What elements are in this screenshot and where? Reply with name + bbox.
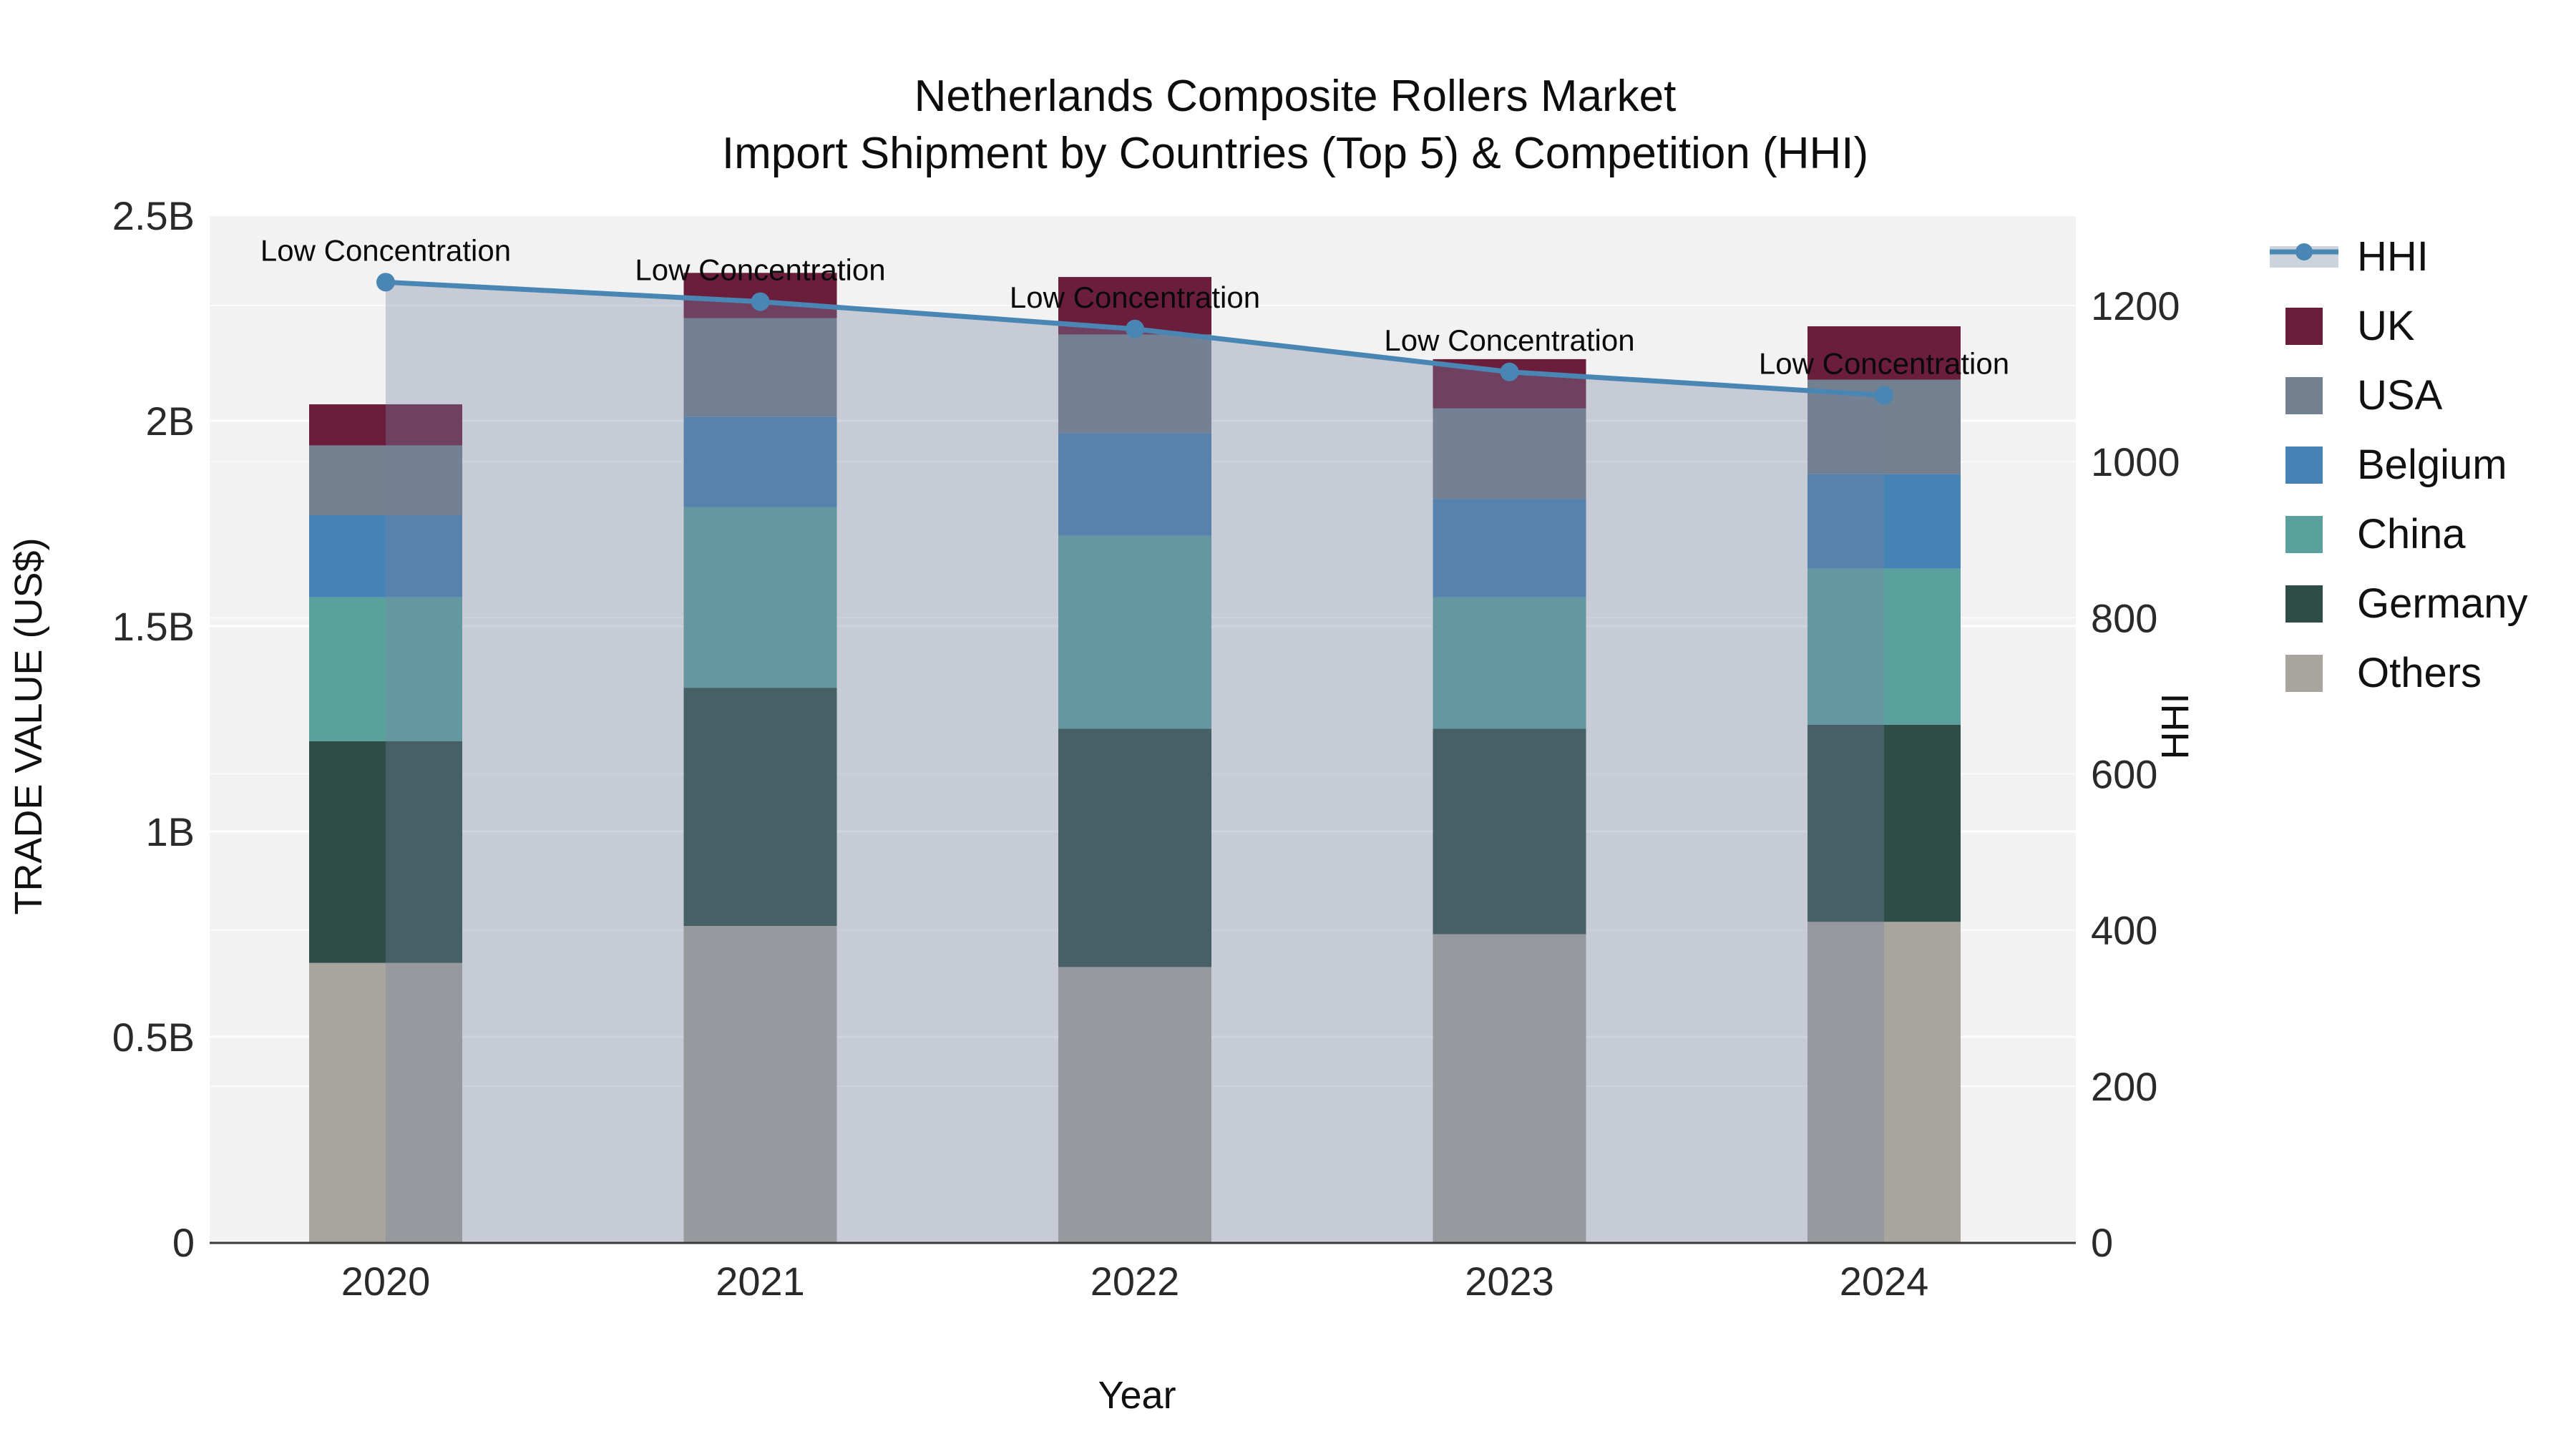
y-left-tick-0.5B: 0.5B (112, 1015, 195, 1060)
y-left-tick-1.5B: 1.5B (112, 604, 195, 649)
annotation-low-concentration-2020: Low Concentration (260, 233, 511, 267)
y-left-tick-0: 0 (172, 1220, 195, 1265)
bar-segment-usa-2020[interactable] (309, 445, 462, 516)
y-left-tick-1B: 1B (146, 809, 195, 854)
legend-label-others: Others (2357, 650, 2482, 696)
hhi-marker-2024[interactable] (1875, 386, 1893, 405)
annotation-low-concentration-2024: Low Concentration (1759, 346, 2009, 380)
x-tick-2021: 2021 (716, 1259, 805, 1304)
bar-segment-belgium-2022[interactable] (1058, 433, 1211, 536)
bar-segment-usa-2021[interactable] (683, 318, 837, 417)
bar-segment-usa-2022[interactable] (1058, 334, 1211, 434)
legend-label-belgium: Belgium (2357, 441, 2507, 488)
hhi-marker-2022[interactable] (1126, 319, 1144, 338)
usa-color-swatch-icon (2285, 376, 2323, 414)
y-left-axis-title: TRADE VALUE (US$) (7, 537, 50, 914)
bar-segment-belgium-2023[interactable] (1433, 499, 1586, 597)
bar-segment-others-2022[interactable] (1058, 967, 1211, 1242)
legend-item-germany[interactable]: Germany (2267, 569, 2528, 638)
legend-item-uk[interactable]: UK (2267, 291, 2528, 361)
china-color-swatch-icon (2285, 515, 2323, 553)
bar-segment-others-2020[interactable] (309, 962, 462, 1242)
x-tick-2024: 2024 (1840, 1259, 1929, 1304)
bar-segment-usa-2023[interactable] (1433, 408, 1586, 499)
bar-segment-others-2024[interactable] (1807, 922, 1961, 1242)
hhi-area-fill (386, 282, 1884, 1242)
bar-segment-china-2020[interactable] (309, 597, 462, 741)
bar-segment-others-2021[interactable] (683, 926, 837, 1242)
chart-title: Netherlands Composite Rollers Market Imp… (0, 68, 2576, 182)
annotation-low-concentration-2022: Low Concentration (1010, 280, 1260, 314)
germany-color-swatch-icon (2285, 585, 2323, 623)
y-left-tick-2B: 2B (146, 399, 195, 444)
belgium-color-swatch-icon (2285, 446, 2323, 484)
hhi-marker-2020[interactable] (376, 273, 395, 292)
chart-title-line1: Netherlands Composite Rollers Market (914, 72, 1677, 121)
y-right-tick-400: 400 (2091, 908, 2157, 953)
y-right-tick-0: 0 (2091, 1220, 2113, 1265)
hhi-marker-2021[interactable] (751, 292, 770, 311)
y-right-tick-800: 800 (2091, 595, 2157, 640)
hhi-marker-2023[interactable] (1500, 362, 1519, 381)
x-tick-2023: 2023 (1465, 1259, 1554, 1304)
legend-item-others[interactable]: Others (2267, 638, 2528, 708)
hhi-line-swatch-icon (2267, 240, 2347, 273)
bar-segment-germany-2024[interactable] (1807, 724, 1961, 922)
legend-item-hhi[interactable]: HHI (2267, 222, 2528, 291)
legend-item-usa[interactable]: USA (2267, 361, 2528, 430)
others-color-swatch-icon (2285, 654, 2323, 692)
legend-item-china[interactable]: China (2267, 499, 2528, 569)
bar-segment-uk-2024[interactable] (1807, 326, 1961, 380)
bar-segment-china-2021[interactable] (683, 507, 837, 688)
bar-segment-germany-2020[interactable] (309, 741, 462, 963)
legend-label-uk: UK (2357, 303, 2415, 349)
uk-color-swatch-icon (2285, 307, 2323, 345)
bar-segment-germany-2021[interactable] (683, 688, 837, 927)
legend-label-usa: USA (2357, 372, 2443, 419)
annotation-low-concentration-2023: Low Concentration (1384, 323, 1634, 357)
legend-item-belgium[interactable]: Belgium (2267, 430, 2528, 499)
y-left-tick-2.5B: 2.5B (112, 193, 195, 238)
hhi-swatch-marker (2296, 243, 2313, 260)
x-axis-title: Year (1098, 1374, 1176, 1417)
bar-segment-germany-2023[interactable] (1433, 728, 1586, 935)
bar-segment-china-2022[interactable] (1058, 535, 1211, 729)
y-right-tick-1000: 1000 (2091, 439, 2180, 484)
bar-segment-belgium-2024[interactable] (1807, 474, 1961, 569)
x-tick-2020: 2020 (341, 1259, 431, 1304)
legend-label-germany: Germany (2357, 580, 2528, 627)
y-right-tick-200: 200 (2091, 1064, 2157, 1109)
y-right-tick-1200: 1200 (2091, 283, 2180, 328)
y-right-axis-title: HHI (2154, 693, 2197, 760)
legend-label-hhi: HHI (2357, 233, 2429, 280)
legend-label-china: China (2357, 511, 2466, 557)
chart-title-line2: Import Shipment by Countries (Top 5) & C… (721, 129, 1869, 178)
bar-segment-belgium-2021[interactable] (683, 416, 837, 507)
bar-segment-uk-2020[interactable] (309, 404, 462, 446)
legend: HHI UK USA Belgium China Germany Others (2267, 222, 2528, 708)
bar-segment-belgium-2020[interactable] (309, 515, 462, 597)
annotation-low-concentration-2021: Low Concentration (635, 253, 885, 287)
bar-segment-others-2023[interactable] (1433, 934, 1586, 1243)
bar-segment-germany-2022[interactable] (1058, 728, 1211, 967)
y-right-tick-600: 600 (2091, 752, 2157, 797)
bar-segment-china-2023[interactable] (1433, 597, 1586, 729)
bar-segment-china-2024[interactable] (1807, 568, 1961, 725)
x-tick-2022: 2022 (1091, 1259, 1180, 1304)
